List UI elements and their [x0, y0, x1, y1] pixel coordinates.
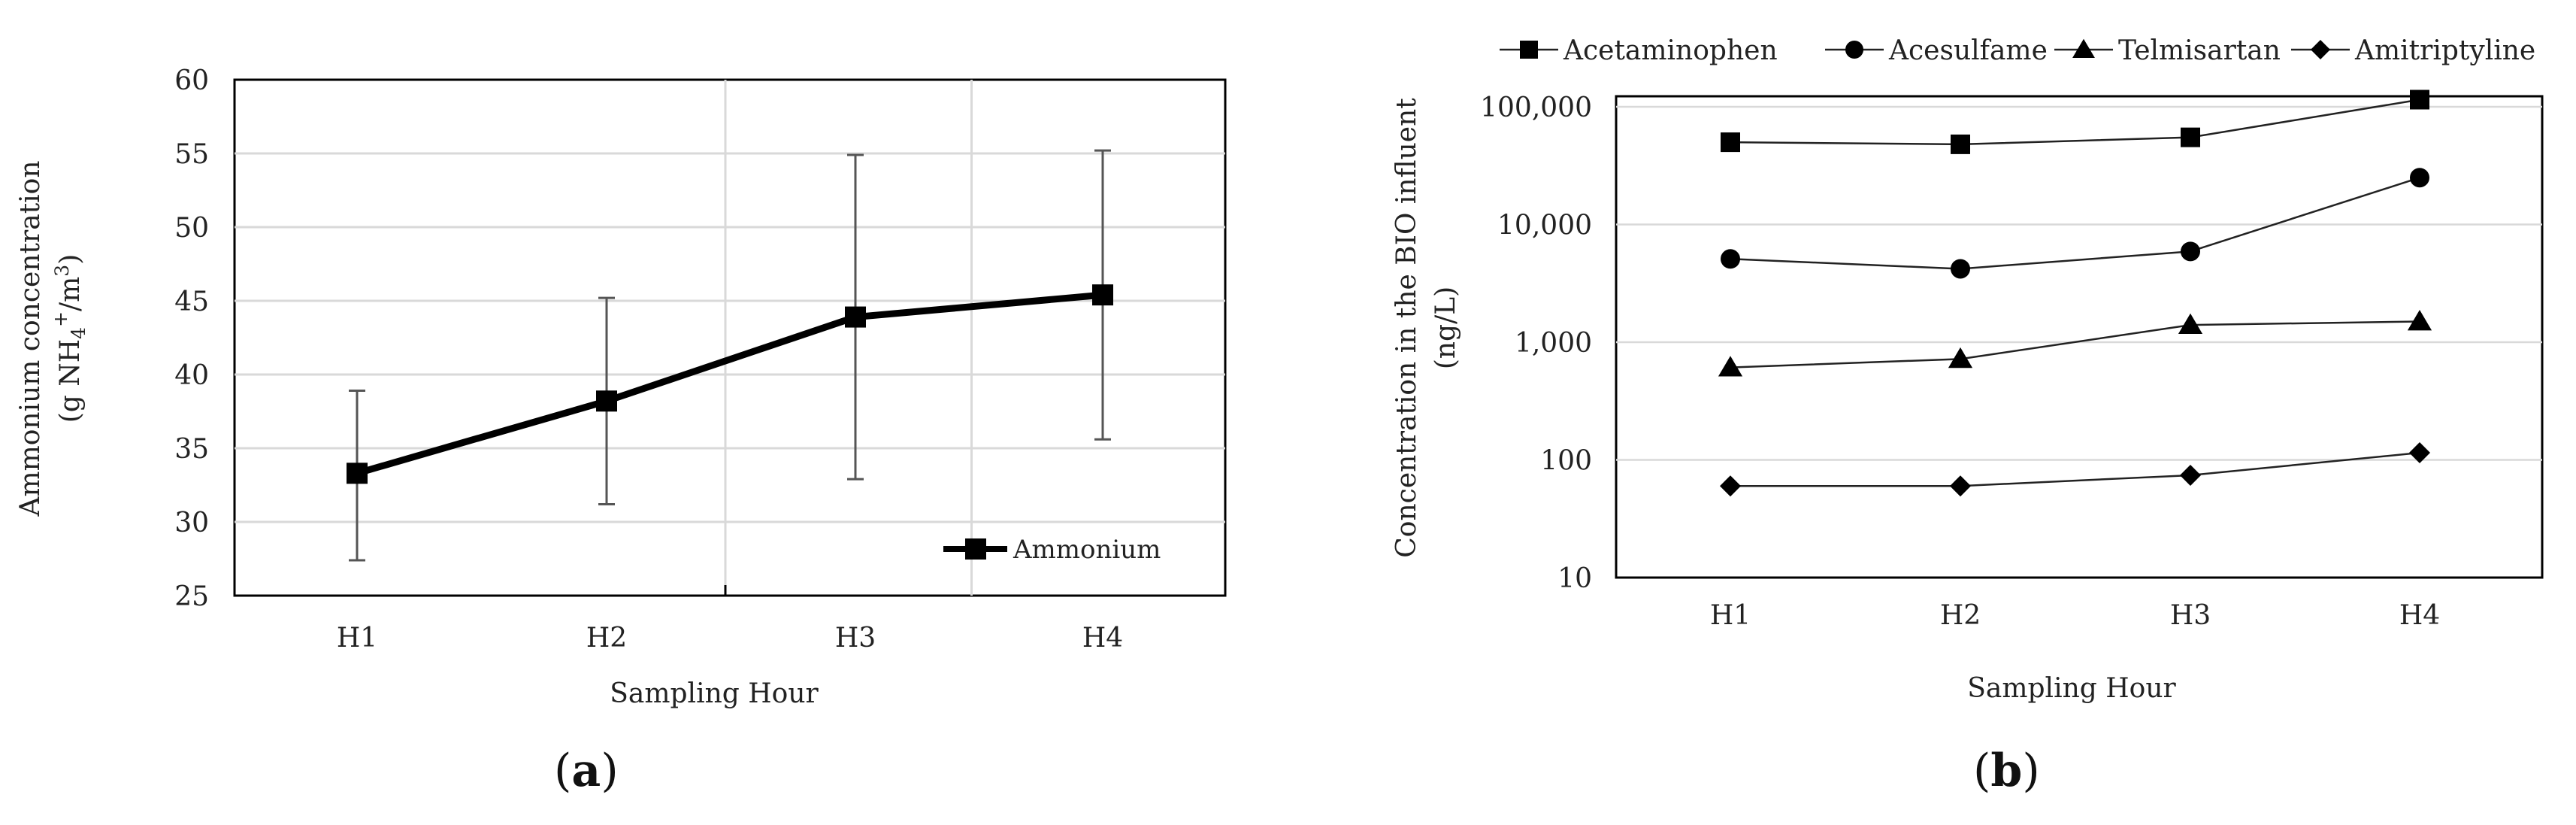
- y-tick-label-a: 25: [174, 581, 209, 612]
- data-point-acetaminophen: [1951, 134, 1970, 154]
- y-tick-labels-a: 25 30 35 40 45 50 55 60: [174, 65, 209, 612]
- data-point-acesulfame: [1721, 249, 1740, 269]
- panel-label-a: (a): [554, 745, 619, 797]
- series-line-amitriptyline: [1730, 451, 2420, 487]
- legend-marker-acesulfame: [1845, 41, 1863, 59]
- legend-label-acesulfame: Acesulfame: [1888, 35, 2048, 66]
- data-point-acesulfame: [2181, 241, 2200, 262]
- plot-frame-a: [233, 78, 1227, 597]
- y-tick-label-a: 40: [174, 360, 209, 391]
- x-tick-label-b: H3: [2170, 600, 2211, 631]
- x-axis-title-b: Sampling Hour: [1967, 673, 2176, 704]
- series-a: [347, 284, 1113, 484]
- series-line-ammonium: [356, 291, 1103, 477]
- chart-panel-b: 10 100 1,000 10,000 100,000 H1 H2 H3 H4 Samplin…: [1391, 35, 2544, 704]
- y-tick-label-a: 30: [174, 508, 209, 538]
- series-line-acesulfame: [1730, 177, 2420, 270]
- y-tick-label-a: 45: [174, 287, 209, 317]
- x-tick-label-a: H4: [1082, 623, 1123, 654]
- gridlines-b: [1616, 105, 2542, 461]
- y-tick-label-a: 35: [174, 434, 209, 465]
- y-axis-title-a-line2: (g NH4+/m3): [50, 254, 89, 423]
- data-point-ammonium: [845, 306, 866, 328]
- gridlines-a: [235, 80, 1225, 596]
- legend-marker-acetaminophen: [1520, 41, 1538, 59]
- y-tick-label-b: 100: [1540, 446, 1592, 477]
- y-axis-title-a-line1: Ammonium concentration: [15, 160, 46, 517]
- data-point-telmisartan: [1718, 356, 1743, 377]
- data-point-acetaminophen: [2181, 127, 2200, 147]
- data-point-acetaminophen: [2410, 89, 2429, 110]
- y-tick-label-b: 100,000: [1480, 93, 1592, 123]
- plot-frame-b: [1615, 95, 2544, 579]
- x-axis-title-a: Sampling Hour: [610, 678, 819, 709]
- series-b: [1718, 89, 2432, 497]
- x-tick-labels-a: H1 H2 H3 H4: [337, 623, 1123, 654]
- data-point-ammonium: [347, 463, 368, 484]
- x-tick-label-a: H2: [586, 623, 627, 654]
- series-line-telmisartan: [1730, 320, 2420, 369]
- panel-label-b: (b): [1973, 745, 2040, 797]
- data-point-amitriptyline: [2409, 442, 2430, 464]
- data-point-telmisartan: [2178, 313, 2203, 335]
- legend-label-amitriptyline: Amitriptyline: [2354, 35, 2535, 66]
- data-point-acesulfame: [1951, 259, 1970, 279]
- legend-a: Ammonium: [943, 535, 1161, 565]
- data-point-ammonium: [1092, 284, 1113, 306]
- data-point-amitriptyline: [1720, 475, 1741, 497]
- data-point-ammonium: [596, 390, 617, 412]
- y-tick-label-a: 55: [174, 139, 209, 170]
- x-tick-label-a: H1: [337, 623, 377, 654]
- y-tick-label-a: 50: [174, 213, 209, 244]
- x-tick-labels-b: H1 H2 H3 H4: [1710, 600, 2440, 631]
- legend-b: Acetaminophen Acesulfame Telmisartan Amitri…: [1500, 35, 2535, 66]
- y-axis-title-b-line1: Concentration in the BIO influent: [1391, 98, 1422, 558]
- error-bars-a: [349, 149, 1111, 562]
- data-point-telmisartan: [2407, 310, 2432, 331]
- series-line-acetaminophen: [1730, 99, 2420, 146]
- y-axis-title-b-line2: (ng/L): [1430, 287, 1461, 369]
- legend-label-acetaminophen: Acetaminophen: [1563, 35, 1778, 66]
- y-tick-labels-b: 10 100 1,000 10,000 100,000: [1480, 93, 1592, 594]
- x-tick-label-a: H3: [835, 623, 876, 654]
- y-tick-label-b: 10: [1557, 563, 1592, 594]
- x-tick-label-b: H4: [2399, 600, 2440, 631]
- legend-marker-amitriptyline: [2311, 40, 2330, 59]
- y-tick-label-a: 60: [174, 65, 209, 96]
- data-point-amitriptyline: [2180, 464, 2201, 486]
- legend-marker-ammonium: [965, 538, 986, 560]
- data-point-acetaminophen: [1721, 132, 1740, 153]
- data-point-amitriptyline: [1950, 475, 1971, 497]
- data-point-acesulfame: [2410, 168, 2429, 188]
- data-point-telmisartan: [1948, 347, 1973, 369]
- x-tick-label-b: H2: [1940, 600, 1981, 631]
- legend-label-telmisartan: Telmisartan: [2118, 35, 2281, 66]
- x-tick-label-b: H1: [1710, 600, 1751, 631]
- legend-marker-telmisartan: [2072, 38, 2095, 59]
- y-tick-label-b: 1,000: [1515, 328, 1592, 359]
- y-tick-label-b: 10,000: [1497, 211, 1592, 241]
- legend-label-ammonium: Ammonium: [1013, 535, 1161, 565]
